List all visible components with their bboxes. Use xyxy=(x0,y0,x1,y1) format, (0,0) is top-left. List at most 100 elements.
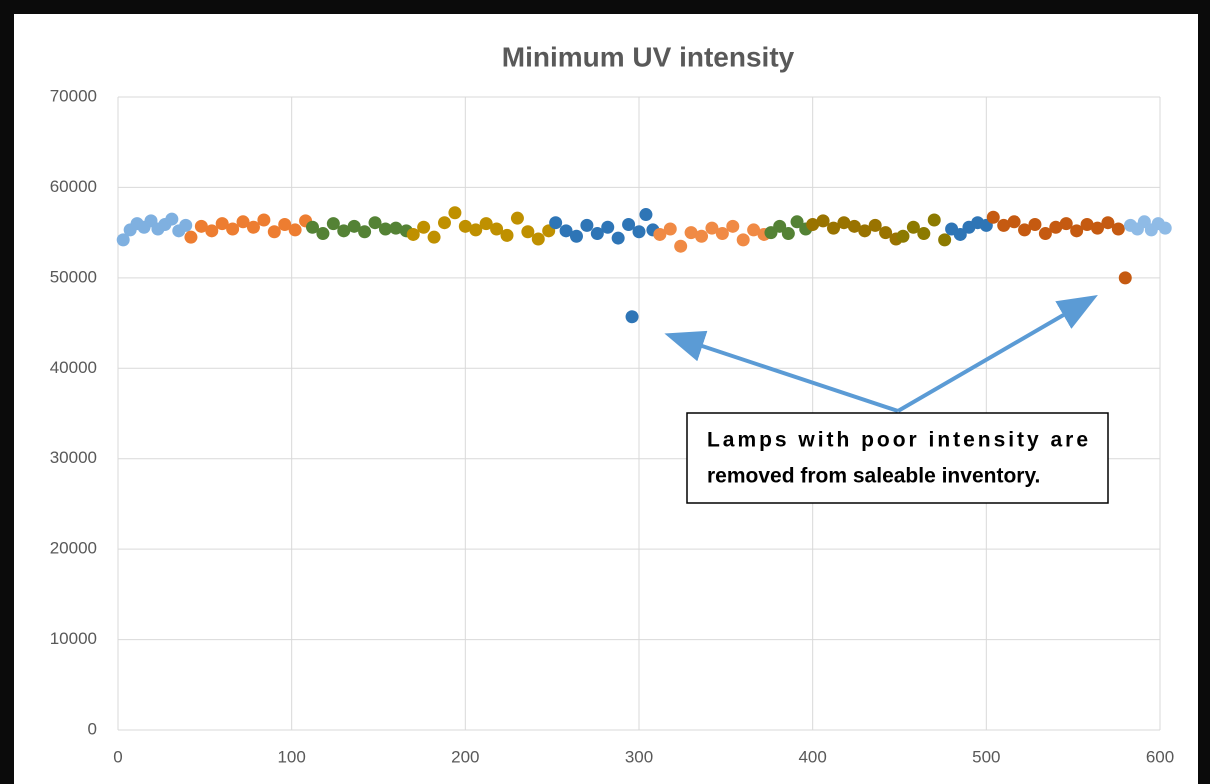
point xyxy=(674,239,688,253)
point xyxy=(938,233,952,247)
point xyxy=(406,227,420,241)
point xyxy=(358,225,372,239)
point xyxy=(927,213,941,227)
x-tick-label: 600 xyxy=(1146,747,1174,766)
point xyxy=(521,225,535,239)
y-tick-label: 60000 xyxy=(50,177,97,196)
point xyxy=(705,221,719,235)
arrow xyxy=(664,330,899,413)
point xyxy=(306,220,320,234)
point xyxy=(368,216,382,230)
point xyxy=(1111,222,1125,236)
point xyxy=(715,227,729,241)
point xyxy=(986,210,1000,224)
point xyxy=(773,219,787,233)
point xyxy=(639,208,653,222)
y-tick-label: 20000 xyxy=(50,539,97,558)
point xyxy=(165,212,179,226)
point xyxy=(1080,218,1094,232)
y-tick-label: 50000 xyxy=(50,267,97,286)
point xyxy=(288,223,302,237)
point xyxy=(1070,224,1084,238)
point xyxy=(806,218,820,232)
point xyxy=(827,221,841,235)
y-tick-label: 0 xyxy=(88,719,97,738)
point xyxy=(337,224,351,238)
chart-background xyxy=(14,14,1198,784)
point xyxy=(953,227,967,241)
point xyxy=(1090,221,1104,235)
point xyxy=(549,216,563,230)
point xyxy=(246,220,260,234)
point xyxy=(559,224,573,238)
chart-title: Minimum UV intensity xyxy=(502,41,795,72)
point xyxy=(479,217,493,231)
point xyxy=(1028,218,1042,232)
point xyxy=(726,219,740,233)
point xyxy=(653,227,667,241)
point xyxy=(816,214,830,228)
point xyxy=(684,226,698,240)
point xyxy=(1059,217,1073,231)
point xyxy=(417,220,431,234)
point xyxy=(510,211,524,225)
point xyxy=(347,219,361,233)
annotation-text: removed from saleable inventory. xyxy=(707,465,1040,488)
x-tick-label: 200 xyxy=(451,747,479,766)
point xyxy=(490,222,504,236)
point xyxy=(179,218,193,232)
point xyxy=(267,225,281,239)
point xyxy=(215,217,229,231)
x-tick-label: 500 xyxy=(972,747,1000,766)
point xyxy=(1158,221,1172,235)
point xyxy=(184,230,198,244)
point xyxy=(847,219,861,233)
point xyxy=(632,225,646,239)
x-tick-label: 300 xyxy=(625,747,653,766)
point xyxy=(500,228,514,242)
point xyxy=(316,227,330,241)
annotation-box xyxy=(686,412,1109,504)
annotation: Lamps with poor intensity are removed fr… xyxy=(664,294,1109,504)
point xyxy=(448,206,462,220)
point xyxy=(1101,216,1115,230)
point xyxy=(226,222,240,236)
y-tick-label: 10000 xyxy=(50,629,97,648)
point xyxy=(917,227,931,241)
point xyxy=(896,229,910,243)
point xyxy=(389,221,403,235)
point xyxy=(1118,271,1132,285)
x-tick-label: 0 xyxy=(113,747,122,766)
point xyxy=(868,218,882,232)
point xyxy=(116,233,130,247)
point xyxy=(590,227,604,241)
point xyxy=(437,216,451,230)
point xyxy=(469,223,483,237)
point xyxy=(906,220,920,234)
point xyxy=(427,230,441,244)
point xyxy=(194,219,208,233)
point xyxy=(278,218,292,232)
point xyxy=(790,215,804,229)
point xyxy=(622,218,636,232)
point xyxy=(1049,220,1063,234)
point xyxy=(326,217,340,231)
y-tick-label: 30000 xyxy=(50,448,97,467)
point xyxy=(611,231,625,245)
point xyxy=(781,227,795,241)
point xyxy=(879,226,893,240)
x-tick-label: 100 xyxy=(277,747,305,766)
point xyxy=(569,229,583,243)
point xyxy=(601,220,615,234)
point xyxy=(837,216,851,230)
point xyxy=(1038,227,1052,241)
point xyxy=(663,222,677,236)
point xyxy=(1018,223,1032,237)
arrow xyxy=(896,294,1098,413)
point xyxy=(580,218,594,232)
y-tick-label: 70000 xyxy=(50,86,97,105)
point xyxy=(858,224,872,238)
point xyxy=(736,233,750,247)
